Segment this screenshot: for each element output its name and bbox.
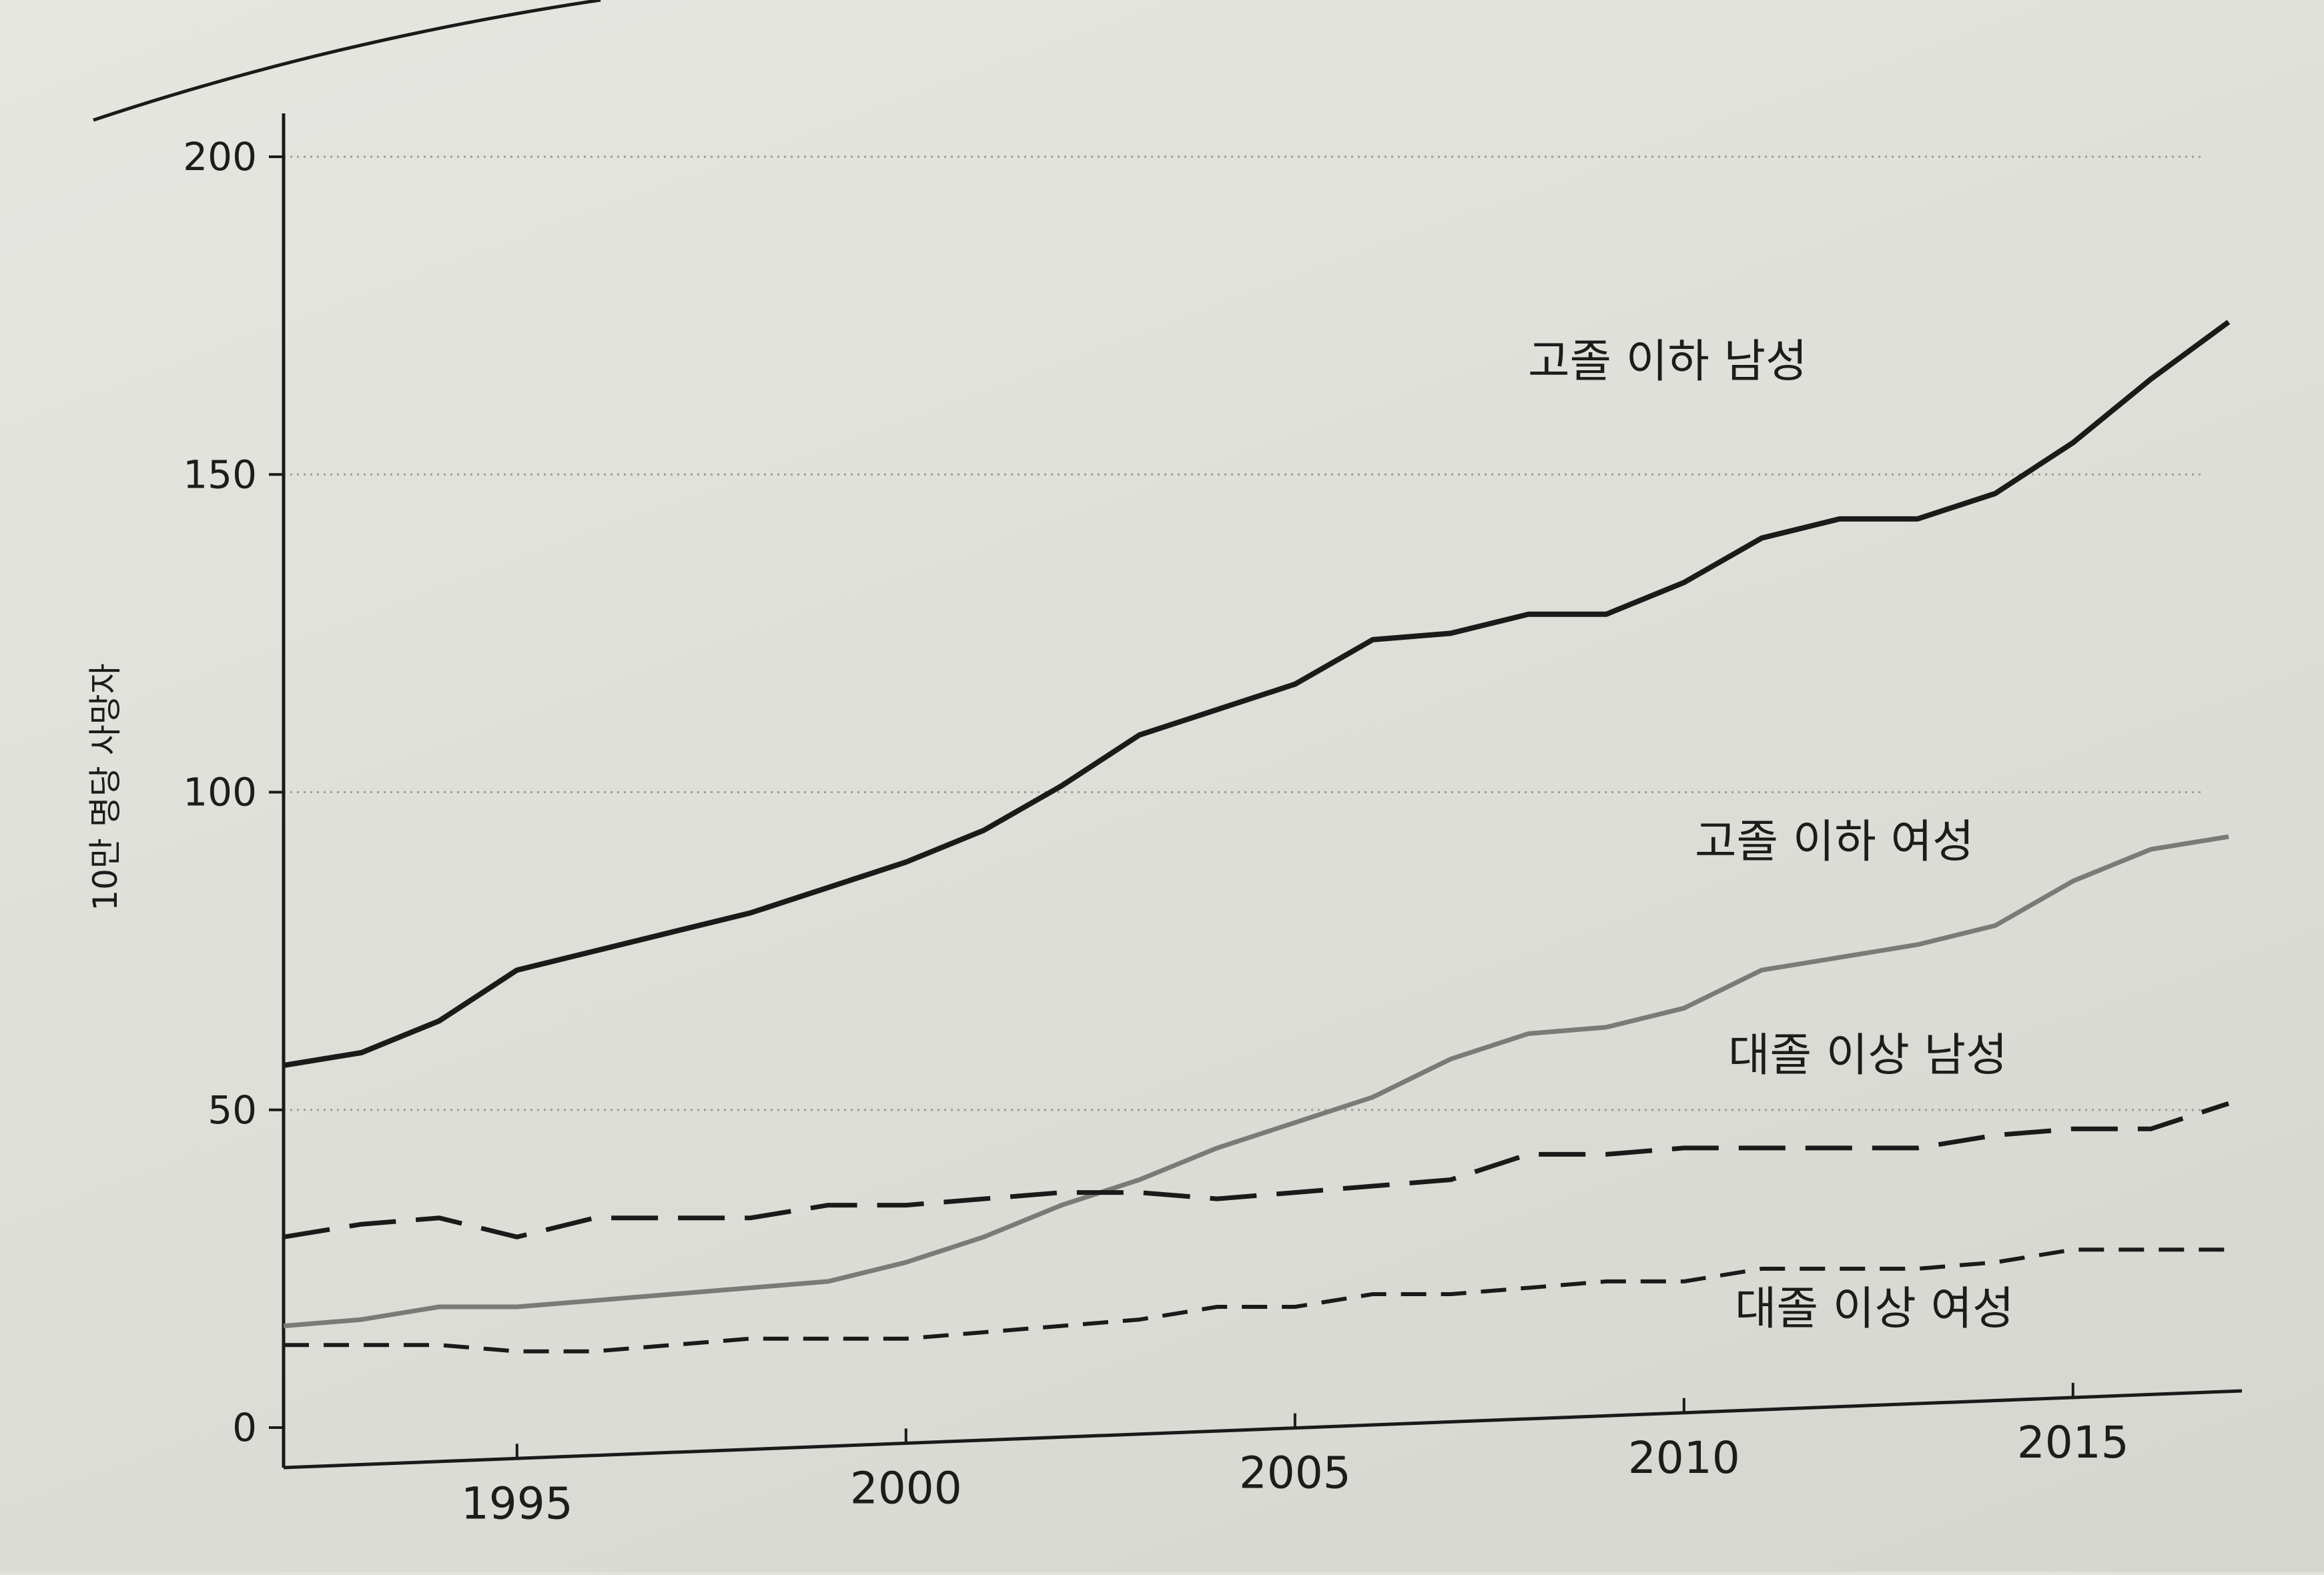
gridlines	[284, 155, 2202, 1111]
x-tick-label-2005: 2005	[1239, 1448, 1351, 1499]
y-tick-label-50: 50	[208, 1087, 257, 1133]
axes: 0 50 100 150 200 1995 2000 2005 2010 2015	[183, 113, 2243, 1529]
series-label-1: 고졸 이하 남성	[1528, 336, 1808, 388]
x-tick-label-2010: 2010	[1628, 1432, 1740, 1484]
series-label-3: 대졸 이상 남성	[1728, 1029, 2008, 1082]
y-tick-label-0: 0	[232, 1405, 257, 1450]
series-line-4	[284, 1247, 2229, 1354]
x-tick-label-2000: 2000	[850, 1462, 962, 1514]
series-line-3	[283, 1101, 2230, 1239]
x-tick-label-1995: 1995	[461, 1478, 573, 1529]
series-label-4: 대졸 이상 여성	[1735, 1283, 2014, 1336]
series-line-2	[283, 834, 2229, 1329]
x-tick-label-2015: 2015	[2017, 1417, 2129, 1468]
series-line-1	[283, 320, 2231, 1069]
y-tick-label-100: 100	[183, 770, 257, 815]
y-axis-title: 10만 명당 사망자	[86, 663, 125, 911]
page-edge-curve	[93, 0, 601, 122]
series-lines	[283, 320, 2231, 1354]
y-tick-label-200: 200	[183, 134, 257, 179]
series-label-2: 고졸 이하 여성	[1695, 816, 1974, 869]
x-axis-line	[283, 1389, 2243, 1470]
y-tick-label-150: 150	[183, 452, 257, 497]
